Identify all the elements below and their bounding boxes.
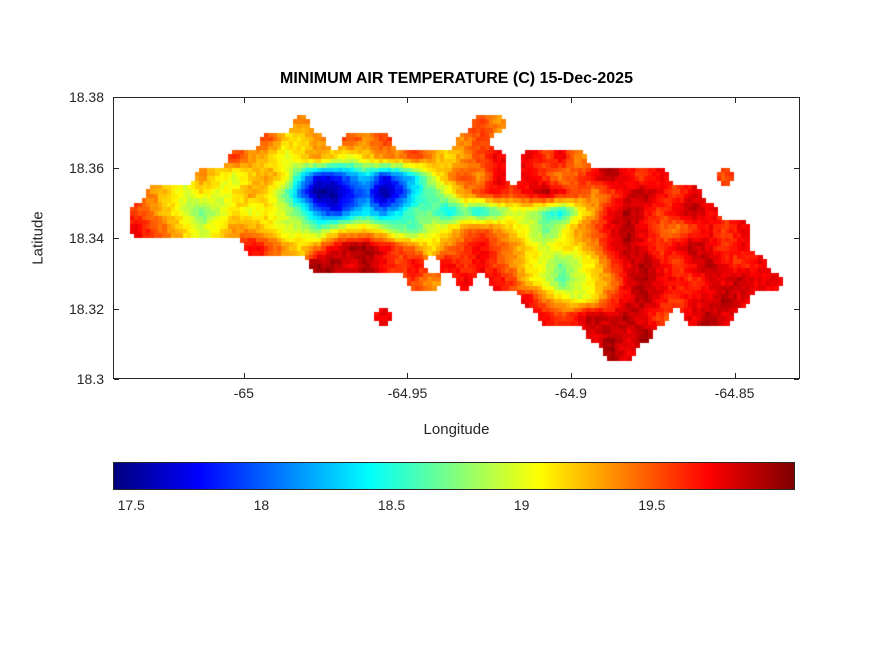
y-tick-label: 18.32 xyxy=(68,300,104,317)
x-tick-label: -64.95 xyxy=(387,385,428,401)
y-tick-mark xyxy=(114,379,119,380)
colorbar xyxy=(113,462,795,490)
y-tick-mark xyxy=(794,238,799,239)
x-tick-mark xyxy=(243,98,245,103)
x-tick-mark xyxy=(407,373,409,378)
x-tick-label: -64.85 xyxy=(714,385,755,401)
y-tick-label: 18.38 xyxy=(68,89,104,105)
y-tick-mark xyxy=(794,308,799,310)
chart-title: MINIMUM AIR TEMPERATURE (C) 15-Dec-2025 xyxy=(280,70,633,87)
colorbar-tick-label: 17.5 xyxy=(117,497,145,513)
temperature-map-canvas xyxy=(114,98,799,378)
colorbar-canvas xyxy=(114,463,794,489)
y-tick-mark xyxy=(114,308,119,310)
y-tick-label: 18.3 xyxy=(76,371,104,387)
x-tick-mark xyxy=(571,98,572,103)
colorbar-tick-label: 19 xyxy=(513,497,530,513)
colorbar-tick-label: 18.5 xyxy=(377,497,406,513)
y-tick-mark xyxy=(114,167,119,169)
colorbar-tick-label: 18 xyxy=(253,497,270,513)
x-tick-label: -65 xyxy=(233,385,254,401)
x-tick-mark xyxy=(243,373,245,378)
x-tick-mark xyxy=(571,373,572,378)
x-tick-label: -64.9 xyxy=(555,385,587,401)
y-tick-mark xyxy=(114,97,119,98)
x-tick-mark xyxy=(407,98,409,103)
y-tick-label: 18.36 xyxy=(68,159,104,176)
y-tick-mark xyxy=(794,379,799,380)
y-tick-mark xyxy=(794,167,799,169)
y-tick-label: 18.34 xyxy=(68,230,104,246)
colorbar-tick-label: 19.5 xyxy=(638,497,666,513)
y-tick-mark xyxy=(114,238,119,239)
y-tick-mark xyxy=(794,97,799,98)
x-tick-mark xyxy=(734,98,736,103)
plot-area xyxy=(113,97,800,379)
x-tick-mark xyxy=(734,373,736,378)
x-axis-label: Longitude xyxy=(423,421,490,438)
